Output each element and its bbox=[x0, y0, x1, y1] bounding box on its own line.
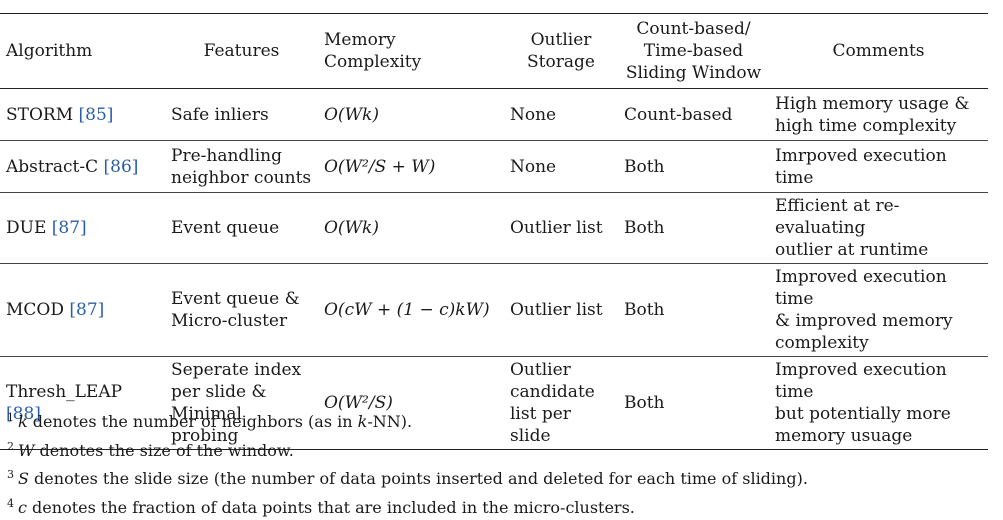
citation-link[interactable]: [87] bbox=[69, 300, 104, 320]
footnote-text: denotes the slide size (the number of da… bbox=[29, 469, 808, 488]
features-line: Event queue & bbox=[171, 288, 312, 310]
cell-algorithm: DUE [87] bbox=[0, 193, 165, 264]
comments-line: Improved execution time bbox=[775, 266, 982, 310]
algorithm-name: DUE bbox=[6, 218, 46, 238]
table-row: DUE [87] Event queue O(Wk) Outlier list … bbox=[0, 193, 988, 264]
comments-line: outlier at runtime bbox=[775, 239, 982, 261]
memory-formula: O(W²/S + W) bbox=[324, 157, 435, 177]
algorithm-name: STORM bbox=[6, 105, 73, 125]
features-line: Safe inliers bbox=[171, 104, 312, 126]
cell-memory: O(W²/S + W) bbox=[318, 141, 504, 193]
paper-table-page: Algorithm Features Memory Complexity Out… bbox=[0, 0, 1003, 506]
header-window: Count-based/ Time-based Sliding Window bbox=[618, 14, 769, 89]
cell-comments: High memory usage &high time complexity bbox=[769, 89, 988, 141]
footnote-number: 3 bbox=[7, 468, 14, 481]
cell-storage: None bbox=[504, 89, 618, 141]
cell-memory: O(Wk) bbox=[318, 89, 504, 141]
comments-line: complexity bbox=[775, 332, 982, 354]
cell-window: Both bbox=[618, 193, 769, 264]
memory-formula: O(Wk) bbox=[324, 105, 379, 125]
features-line: neighbor counts bbox=[171, 167, 312, 189]
features-line: Event queue bbox=[171, 217, 312, 239]
footnote-number: 1 bbox=[7, 411, 14, 424]
comments-line: Imrpoved execution time bbox=[775, 145, 982, 189]
footnote-symbol: c bbox=[18, 498, 27, 517]
storage-line: Outlier bbox=[510, 359, 612, 381]
algorithm-name: Thresh_LEAP bbox=[6, 382, 122, 402]
header-features: Features bbox=[165, 14, 318, 89]
cell-memory: O(cW + (1 − c)kW) bbox=[318, 264, 504, 357]
footnote-text: denotes the fraction of data points that… bbox=[27, 498, 635, 517]
comments-line: High memory usage & bbox=[775, 93, 982, 115]
header-storage: Outlier Storage bbox=[504, 14, 618, 89]
cell-features: Safe inliers bbox=[165, 89, 318, 141]
comparison-table: Algorithm Features Memory Complexity Out… bbox=[0, 13, 988, 450]
header-window-line: Time-based bbox=[624, 40, 763, 62]
cell-window: Count-based bbox=[618, 89, 769, 141]
citation-link[interactable]: [85] bbox=[79, 105, 114, 125]
footnote-symbol: k bbox=[18, 412, 28, 431]
footnote-text: denotes the number of neighbors (as in bbox=[28, 412, 358, 431]
storage-line: None bbox=[510, 156, 612, 178]
header-storage-line: Outlier bbox=[510, 29, 612, 51]
footnote-symbol: k bbox=[358, 412, 368, 431]
storage-line: Outlier list bbox=[510, 299, 612, 321]
cell-memory: O(Wk) bbox=[318, 193, 504, 264]
algorithm-name: MCOD bbox=[6, 300, 64, 320]
cell-algorithm: MCOD [87] bbox=[0, 264, 165, 357]
cell-comments: Improved execution time& improved memory… bbox=[769, 264, 988, 357]
footnote-text: -NN). bbox=[367, 412, 412, 431]
cell-features: Event queue bbox=[165, 193, 318, 264]
header-comments: Comments bbox=[769, 14, 988, 89]
header-algorithm: Algorithm bbox=[0, 14, 165, 89]
footnote-text: denotes the size of the window. bbox=[34, 441, 293, 460]
cell-window: Both bbox=[618, 141, 769, 193]
cell-comments: Imrpoved execution time bbox=[769, 141, 988, 193]
memory-formula: O(cW + (1 − c)kW) bbox=[324, 300, 490, 320]
memory-formula: O(Wk) bbox=[324, 218, 379, 238]
cell-storage: Outlier list bbox=[504, 264, 618, 357]
features-line: Pre-handling bbox=[171, 145, 312, 167]
cell-features: Event queue &Micro-cluster bbox=[165, 264, 318, 357]
storage-line: candidate bbox=[510, 381, 612, 403]
cell-window: Both bbox=[618, 264, 769, 357]
cell-algorithm: Abstract-C [86] bbox=[0, 141, 165, 193]
citation-link[interactable]: [86] bbox=[104, 157, 139, 177]
header-window-line: Sliding Window bbox=[624, 62, 763, 84]
table-row: STORM [85] Safe inliers O(Wk) None Count… bbox=[0, 89, 988, 141]
cell-storage: Outlier list bbox=[504, 193, 618, 264]
footnote-number: 2 bbox=[7, 440, 14, 453]
header-row: Algorithm Features Memory Complexity Out… bbox=[0, 14, 988, 89]
header-window-line: Count-based/ bbox=[624, 18, 763, 40]
comments-line: Improved execution time bbox=[775, 359, 982, 403]
footnote-number: 4 bbox=[7, 497, 14, 510]
cell-storage: None bbox=[504, 141, 618, 193]
storage-line: None bbox=[510, 104, 612, 126]
algorithm-name: Abstract-C bbox=[6, 157, 98, 177]
table-row: MCOD [87] Event queue &Micro-cluster O(c… bbox=[0, 264, 988, 357]
comments-line: high time complexity bbox=[775, 115, 982, 137]
citation-link[interactable]: [87] bbox=[52, 218, 87, 238]
table-body: STORM [85] Safe inliers O(Wk) None Count… bbox=[0, 89, 988, 450]
footnote-symbol: W bbox=[18, 441, 34, 460]
header-storage-line: Storage bbox=[510, 51, 612, 73]
comments-line: & improved memory bbox=[775, 310, 982, 332]
footnote-symbol: S bbox=[18, 469, 29, 488]
storage-line: Outlier list bbox=[510, 217, 612, 239]
table-header: Algorithm Features Memory Complexity Out… bbox=[0, 14, 988, 89]
features-line: Micro-cluster bbox=[171, 310, 312, 332]
features-line: per slide & bbox=[171, 381, 312, 403]
features-line: Seperate index bbox=[171, 359, 312, 381]
cell-algorithm: STORM [85] bbox=[0, 89, 165, 141]
header-memory: Memory Complexity bbox=[318, 14, 504, 89]
comments-line: Efficient at re-evaluating bbox=[775, 195, 982, 239]
